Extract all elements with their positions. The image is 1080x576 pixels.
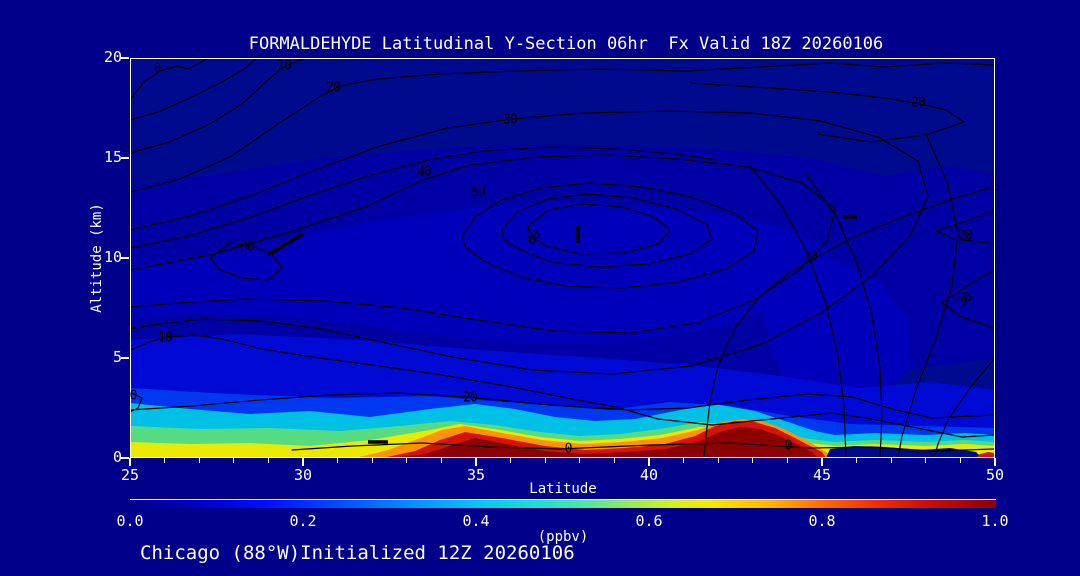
- x-axis-tick: [683, 458, 685, 463]
- x-axis-tick: [925, 458, 927, 463]
- y-tick-label: 5: [112, 348, 122, 366]
- colorbar: [130, 499, 996, 508]
- chart-title: FORMALDEHYDE Latitudinal Y-Section 06hr …: [248, 34, 884, 54]
- x-axis-tick: [786, 458, 788, 463]
- x-axis-tick: [544, 458, 546, 463]
- contour-label: 30: [240, 239, 255, 255]
- contour-label: 10: [277, 58, 292, 74]
- x-axis-tick: [648, 458, 650, 466]
- x-axis-tick: [164, 458, 166, 463]
- footer-text: Chicago (88°W)Initialized 12Z 20260106: [140, 542, 575, 564]
- colorbar-tick-label: 0.0: [116, 512, 144, 530]
- x-axis-tick: [371, 458, 373, 463]
- x-axis-title: Latitude: [529, 481, 597, 497]
- x-tick-label: 50: [985, 466, 1005, 484]
- y-tick-label: 0: [112, 448, 122, 466]
- contour-label: 20: [958, 228, 973, 244]
- x-axis-tick: [890, 458, 892, 463]
- x-axis-tick: [475, 458, 477, 466]
- filled-contours: [130, 58, 995, 458]
- contour-label: 30: [503, 112, 518, 128]
- x-axis-tick: [821, 458, 823, 466]
- contour-label: 40: [417, 164, 432, 180]
- colorbar-tick-label: 0.4: [462, 512, 490, 530]
- y-axis-tick: [121, 257, 129, 259]
- y-tick-label: 10: [103, 248, 122, 266]
- contour-label: 0: [784, 438, 793, 454]
- colorbar-tick-label: 0.2: [289, 512, 317, 530]
- x-axis-tick: [994, 458, 996, 466]
- x-tick-label: 35: [466, 466, 486, 484]
- contour-plot-svg: [130, 58, 995, 458]
- y-tick-label: 15: [103, 148, 122, 166]
- x-tick-label: 45: [812, 466, 832, 484]
- x-axis-tick: [856, 458, 858, 463]
- x-axis-tick: [440, 458, 442, 463]
- y-axis-tick: [121, 457, 129, 459]
- plot-area: [130, 58, 995, 458]
- x-axis-tick: [752, 458, 754, 463]
- colorbar-units-label: (ppbv): [537, 529, 589, 545]
- contour-label: 20: [326, 80, 341, 96]
- x-tick-label: 25: [120, 466, 140, 484]
- x-axis-tick: [302, 458, 304, 466]
- contour-label: 0: [153, 61, 162, 77]
- x-axis-tick: [717, 458, 719, 463]
- x-axis-tick: [579, 458, 581, 463]
- x-axis-tick: [406, 458, 408, 463]
- x-tick-label: 30: [293, 466, 313, 484]
- plot-frame: [130, 58, 995, 458]
- x-axis-tick: [959, 458, 961, 463]
- x-axis-tick: [337, 458, 339, 463]
- contour-label: 20: [911, 95, 926, 111]
- contour-label: 0: [564, 441, 573, 457]
- contour-label: 20: [803, 249, 818, 265]
- x-axis-tick: [510, 458, 512, 463]
- contour-max-marks: [266, 215, 857, 444]
- y-axis-tick: [121, 357, 129, 359]
- y-axis-tick: [121, 157, 129, 159]
- colorbar-tick-label: 0.8: [808, 512, 836, 530]
- contour-label: 0: [129, 388, 138, 404]
- colorbar-tick-label: 0.6: [635, 512, 663, 530]
- x-axis-tick: [198, 458, 200, 463]
- contour-label: 20: [463, 390, 478, 406]
- x-axis-tick: [267, 458, 269, 463]
- contour-lines: [130, 58, 995, 458]
- x-axis-tick: [613, 458, 615, 463]
- x-axis-tick: [233, 458, 235, 463]
- x-tick-label: 40: [639, 466, 659, 484]
- y-tick-label: 20: [103, 48, 122, 66]
- contour-label: 50: [471, 185, 486, 201]
- colorbar-tick-label: 1.0: [981, 512, 1009, 530]
- y-axis-tick: [121, 57, 129, 59]
- x-axis-tick: [129, 458, 131, 466]
- contour-label: 10: [158, 330, 173, 346]
